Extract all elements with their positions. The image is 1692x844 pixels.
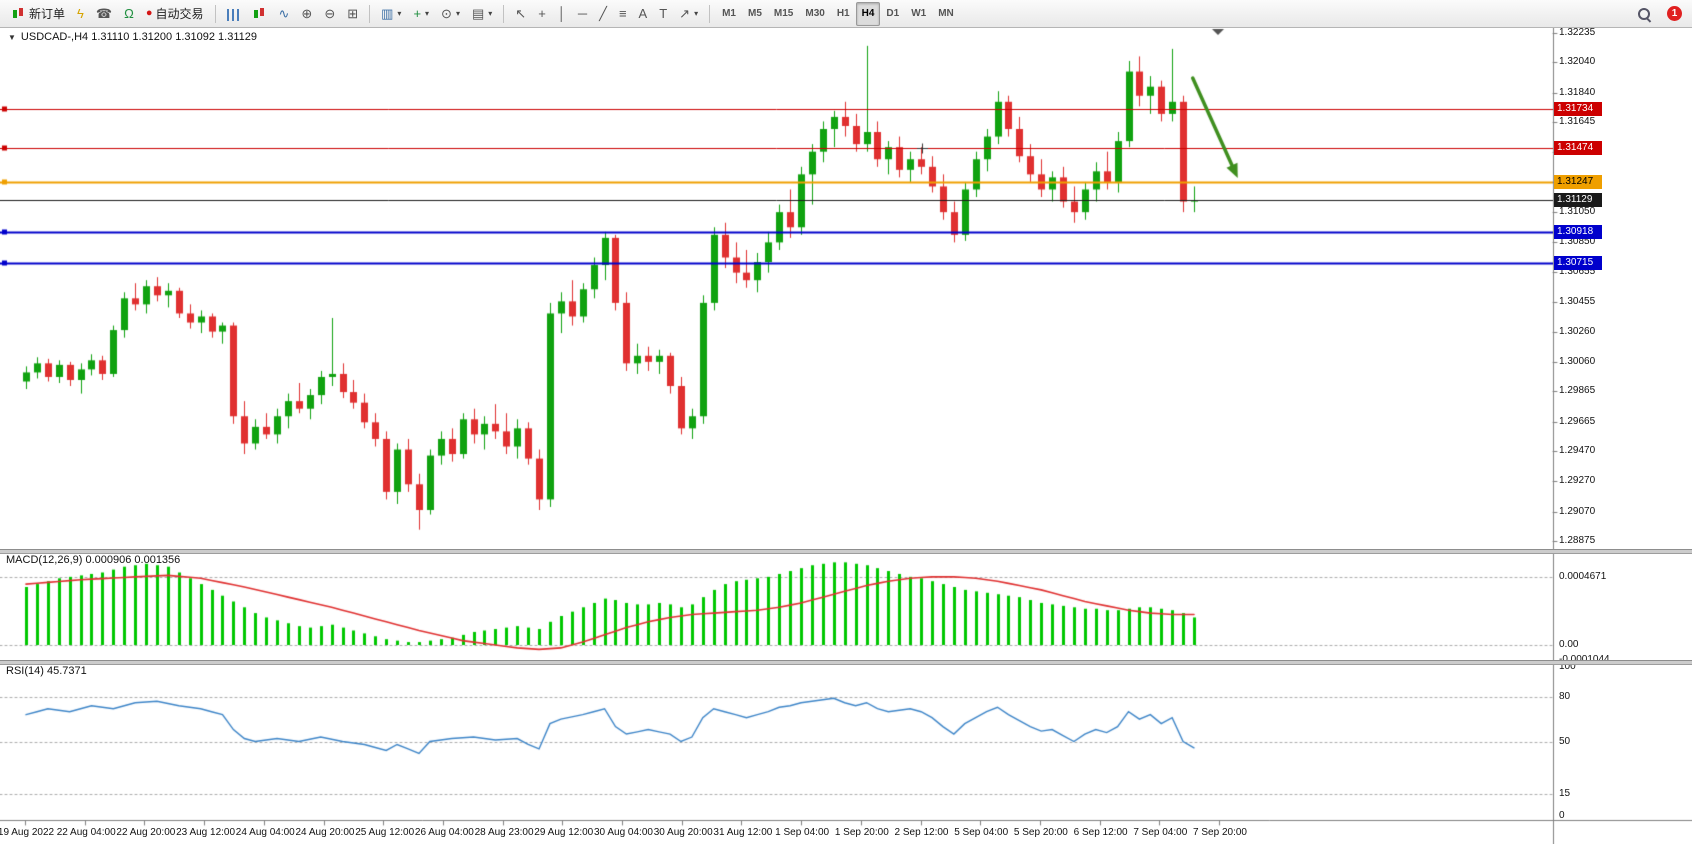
chevron-down-icon: ▾ [488,9,493,18]
toolbar: 新订单 ϟ ☎ Ω ● 自动交易 ∿ ⊕ ⊖ ⊞ [0,0,1692,28]
autotrade-status-icon: ● [145,7,153,19]
vertical-line-tool-button[interactable]: │ [553,2,571,26]
new-order-label: 新订单 [29,7,66,21]
toolbar-separator [214,4,216,23]
toolbar-separator [503,4,505,23]
timeframe-button-mn[interactable]: MN [938,8,954,19]
indicators-button[interactable]: + ▾ [408,2,434,26]
panel-splitter-macd[interactable] [0,549,1692,554]
template-icon: ▤ [471,6,485,21]
text-tool-icon: A [638,6,648,21]
crosshair-icon: + [538,6,546,21]
chevron-down-icon: ▾ [425,9,430,18]
auto-trading-label: 自动交易 [155,7,204,21]
tile-windows-button[interactable]: ⊞ [342,2,363,26]
rsi-caption: RSI(14) 45.7371 [6,665,87,677]
chart-title: USDCAD-,H4 1.31110 1.31200 1.31092 1.311… [20,31,257,43]
fibonacci-icon: ≡ [618,6,627,21]
text-tool-button[interactable]: A [634,2,653,26]
new-chart-button[interactable]: ▥ ▾ [376,2,406,26]
new-order-button[interactable]: 新订单 [6,2,70,26]
toolbar-separator [369,4,371,23]
line-chart-icon: ∿ [278,6,290,21]
chart-menu-caret-icon[interactable]: ▼ [8,32,16,42]
fibonacci-tool-button[interactable]: ≡ [614,2,632,26]
macd-label: MACD(12,26,9) 0.000906 0.001356 [6,554,181,566]
rsi-label: RSI(14) 45.7371 [6,665,87,677]
toolbar-right-group: 1 [1632,2,1686,26]
chart-caption: ▼ USDCAD-,H4 1.31110 1.31200 1.31092 1.3… [8,31,257,43]
vertical-line-icon: │ [557,6,566,21]
arrow-tool-icon: ↗ [679,6,691,21]
support-button[interactable]: Ω [119,2,139,26]
zoom-in-icon: ⊕ [301,6,313,21]
timeframe-button-h1[interactable]: H1 [836,8,850,19]
mobile-app-button[interactable]: ☎ [91,2,117,26]
notification-badge[interactable]: 1 [1667,6,1682,21]
templates-button[interactable]: ▤ ▾ [467,2,497,26]
headset-icon: Ω [124,6,134,21]
timeframe-button-w1[interactable]: W1 [911,8,927,19]
phone-icon: ☎ [95,6,113,21]
zoom-out-icon: ⊖ [324,6,336,21]
trendline-tool-button[interactable]: ╱ [594,2,612,26]
horizontal-line-icon: ─ [577,6,588,21]
chevron-down-icon: ▾ [455,9,460,18]
chevron-down-icon: ▾ [694,9,699,18]
timeframe-button-m30[interactable]: M30 [805,8,825,19]
timeframe-button-m15[interactable]: M15 [773,8,794,19]
metaeditor-button[interactable]: ϟ [72,2,89,26]
new-chart-icon: ▥ [381,6,394,21]
search-button[interactable] [1632,2,1657,26]
candlestick-mode-button[interactable] [247,2,272,26]
candlestick-icon [252,7,267,21]
timeframe-button-d1[interactable]: D1 [886,8,900,19]
bar-chart-mode-button[interactable] [222,2,245,26]
cursor-tool-button[interactable]: ↖ [510,2,531,26]
search-icon [1637,7,1652,21]
chevron-down-icon: ▾ [397,9,402,18]
chart-canvas[interactable] [0,28,1692,844]
zoom-in-button[interactable]: ⊕ [296,2,317,26]
label-tool-button[interactable]: T [654,2,672,26]
new-order-icon [11,7,26,21]
chart-window: 1.32235 1.32040 1.31840 1.31645 1.31445 1.312… [0,27,1692,844]
cursor-icon: ↖ [515,6,527,21]
zoom-out-button[interactable]: ⊖ [319,2,340,26]
clock-icon: ⊙ [441,6,452,21]
lightning-icon: ϟ [77,6,84,21]
timeframe-button-m5[interactable]: M5 [748,8,762,19]
timeframe-button-h4[interactable]: H4 [855,1,881,26]
timeframe-button-m1[interactable]: M1 [722,8,736,19]
macd-caption: MACD(12,26,9) 0.000906 0.001356 [6,554,180,566]
panel-splitter-rsi[interactable] [0,660,1692,665]
crosshair-tool-button[interactable]: + [533,2,551,26]
trendline-icon: ╱ [599,6,607,21]
bar-chart-icon [226,8,240,21]
horizontal-line-tool-button[interactable]: ─ [573,2,592,26]
toolbar-separator [709,4,711,23]
label-tool-icon: T [659,6,668,21]
periods-button[interactable]: ⊙ ▾ [436,2,465,26]
tile-windows-icon: ⊞ [347,6,359,21]
timeframe-group: M1 M5 M15 M30 H1 H4 D1 W1 MN [716,1,960,26]
auto-trading-button[interactable]: ● 自动交易 [141,2,209,26]
arrows-tool-button[interactable]: ↗ ▾ [674,2,703,26]
line-chart-mode-button[interactable]: ∿ [274,2,295,26]
indicators-plus-icon: + [413,6,422,21]
